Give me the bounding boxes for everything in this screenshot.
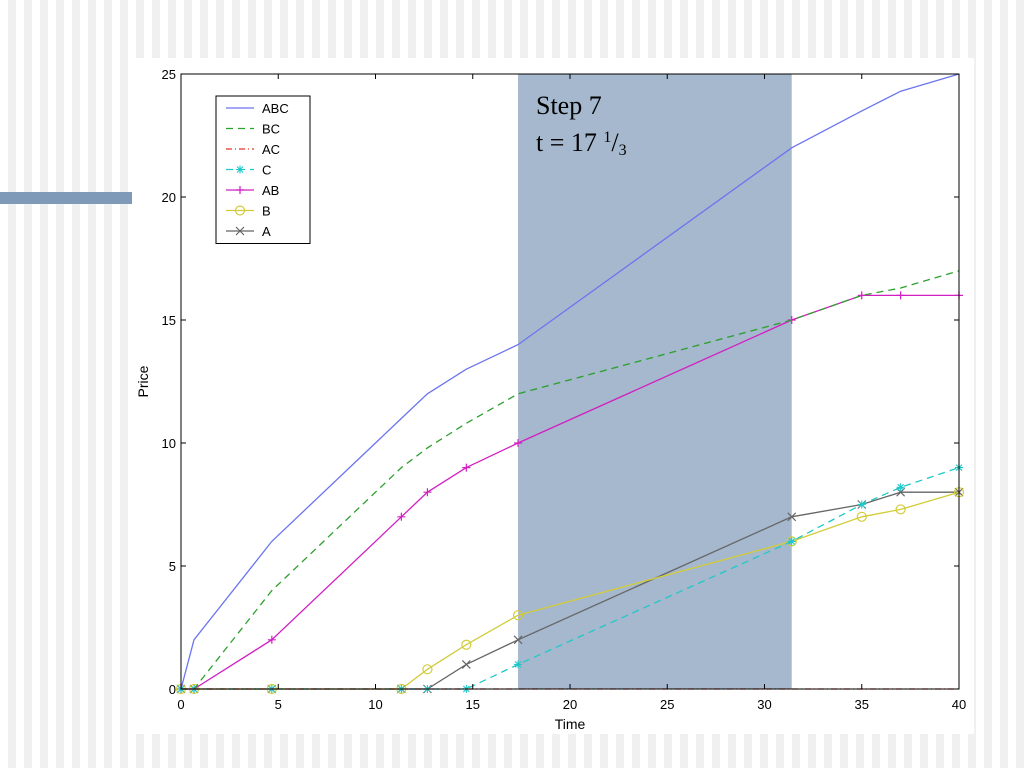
time-prefix: t = 17 [536,128,604,157]
x-axis-label: Time [555,716,586,732]
data-point-c [857,500,866,509]
data-point-b [461,639,472,650]
legend-label: ABC [262,101,289,116]
legend-label: A [262,224,271,239]
data-point-a [461,659,471,669]
x-tick-label: 10 [368,697,382,712]
legend-item-a: A [226,224,271,239]
series-line-bc [181,270,960,690]
data-point-b [786,536,797,547]
legend-item-ac: AC [226,142,280,157]
legend-item-bc: BC [226,122,280,137]
time-label: t = 17 1/3 [536,128,627,159]
legend-label: B [262,204,271,219]
data-point-ab [423,488,432,497]
x-tick-label: 30 [757,697,771,712]
series-line-abc [180,73,960,690]
y-tick-label: 20 [162,190,176,205]
data-point-a [513,635,523,645]
legend-marker [236,165,244,174]
y-tick-label: 0 [169,682,176,697]
legend-item-abc: ABC [226,101,289,116]
data-point-b [422,664,433,675]
step-caption: Step 7 t = 17 1/3 [536,90,627,167]
x-tick-label: 35 [855,697,869,712]
data-point-c [896,483,905,492]
data-point-b [856,511,867,522]
price-chart: 0 5 10 15 20 25 30 35 400510152025TimePriceABCBC… [135,67,966,732]
x-tick-label: 0 [177,697,184,712]
data-point-ab [267,635,276,644]
title-rule [0,192,136,204]
series-bc [181,270,960,690]
data-point-ab [397,512,406,521]
legend-item-b: B [226,204,271,219]
data-point-c [514,660,523,669]
legend: ABC BC AC C AB BA [215,95,311,244]
data-point-ab [462,463,471,472]
legend-label: C [262,163,271,178]
data-point-ab [896,291,905,300]
legend-label: AC [262,142,280,157]
y-tick-label: 10 [162,436,176,451]
x-tick-label: 25 [660,697,674,712]
y-tick-label: 15 [162,313,176,328]
data-point-ab [857,291,866,300]
y-tick-label: 5 [169,559,176,574]
legend-marker [235,226,245,236]
time-fraction-numerator: 1 [603,129,612,146]
data-point-a [787,512,797,522]
data-point-c [787,537,796,546]
step-label: Step 7 [536,91,602,120]
series-abc [180,73,960,690]
legend-marker [234,205,246,216]
y-tick-label: 25 [162,67,176,82]
data-point-b [512,610,524,621]
data-point-b [895,504,906,515]
x-tick-label: 40 [952,697,966,712]
data-point-ab [514,439,523,447]
legend-item-ab: AB [226,183,279,198]
legend-label: AB [262,183,279,198]
legend-item-c: C [226,163,271,178]
x-tick-label: 20 [563,697,577,712]
legend-marker [236,186,244,194]
x-tick-label: 15 [466,697,480,712]
chart-panel: 0 5 10 15 20 25 30 35 40 0 5 10 15 20 25 Time Price ABC BC… [132,58,974,734]
legend-label: BC [262,122,280,137]
time-fraction-denominator: 3 [618,142,627,159]
y-axis-label: Price [135,365,151,397]
x-tick-label: 5 [275,697,282,712]
